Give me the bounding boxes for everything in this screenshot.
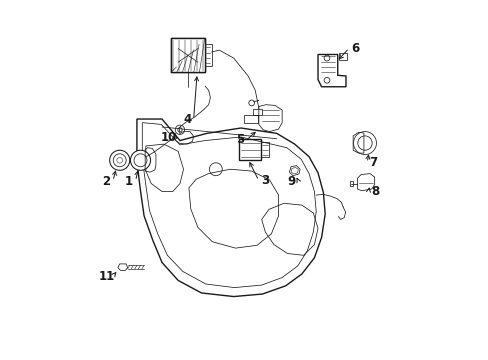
Circle shape <box>109 150 129 170</box>
Text: 8: 8 <box>370 185 378 198</box>
Text: 10: 10 <box>160 131 176 144</box>
Text: 9: 9 <box>287 175 295 188</box>
Text: 2: 2 <box>102 175 110 188</box>
Text: 3: 3 <box>261 174 269 187</box>
Text: 1: 1 <box>125 175 133 188</box>
Text: 7: 7 <box>369 156 377 169</box>
Text: 5: 5 <box>236 133 244 146</box>
Text: 6: 6 <box>351 41 359 54</box>
FancyBboxPatch shape <box>171 39 204 72</box>
Text: 4: 4 <box>183 113 191 126</box>
Circle shape <box>130 150 150 170</box>
Text: 11: 11 <box>98 270 114 283</box>
